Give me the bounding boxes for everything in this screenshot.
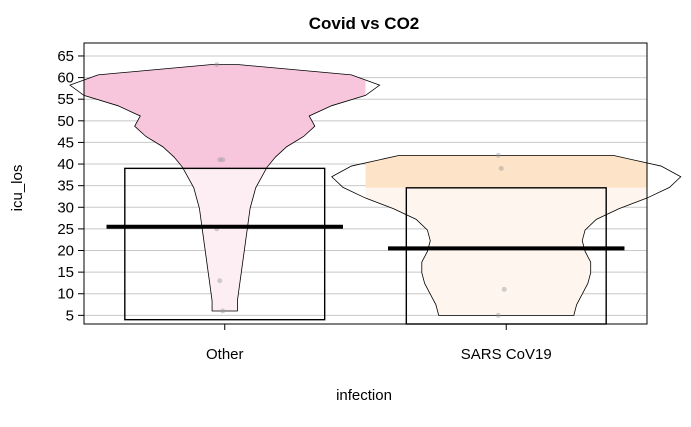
bean-fill-upper [84, 64, 366, 169]
chart-title: Covid vs CO2 [309, 14, 420, 33]
data-point [217, 278, 223, 284]
y-tick-label: 15 [57, 264, 74, 281]
y-tick-label: 10 [57, 286, 74, 303]
data-point [501, 286, 507, 292]
interval-box [124, 167, 326, 321]
data-point [214, 62, 220, 68]
y-tick-label: 65 [57, 48, 74, 65]
x-tick-label: SARS CoV19 [461, 346, 552, 363]
mean-layer [106, 224, 625, 251]
bean-outline [69, 64, 381, 312]
bean-fill-lower [365, 187, 647, 316]
x-axis-label: infection [336, 387, 392, 404]
y-axis-label: icu_los [9, 165, 26, 212]
y-tick-label: 25 [57, 221, 74, 238]
density-layer [69, 64, 682, 316]
data-point [220, 308, 226, 314]
y-tick-label: 55 [57, 91, 74, 108]
y-tick-label: 5 [66, 307, 74, 324]
data-point [498, 165, 504, 171]
y-tick-label: 50 [57, 113, 74, 130]
y-tick-label: 20 [57, 243, 74, 260]
bean-outline [331, 155, 682, 316]
data-point [220, 157, 226, 163]
bean-fill-lower [84, 168, 366, 312]
y-tick-label: 30 [57, 199, 74, 216]
axes: 5 10 15 20 25 30 35 40 45 50 55 60 65 Other SARS CoV19 [57, 42, 648, 363]
y-tick-label: 45 [57, 134, 74, 151]
y-tick-label: 40 [57, 156, 74, 173]
y-tick-label: 35 [57, 178, 74, 195]
plot-frame [83, 42, 648, 325]
x-tick-label: Other [206, 346, 244, 363]
bean-fill-upper [365, 155, 647, 188]
data-point [495, 312, 501, 318]
data-point [217, 157, 223, 163]
data-point [495, 152, 501, 158]
y-tick-label: 60 [57, 70, 74, 87]
points-layer [214, 62, 507, 318]
